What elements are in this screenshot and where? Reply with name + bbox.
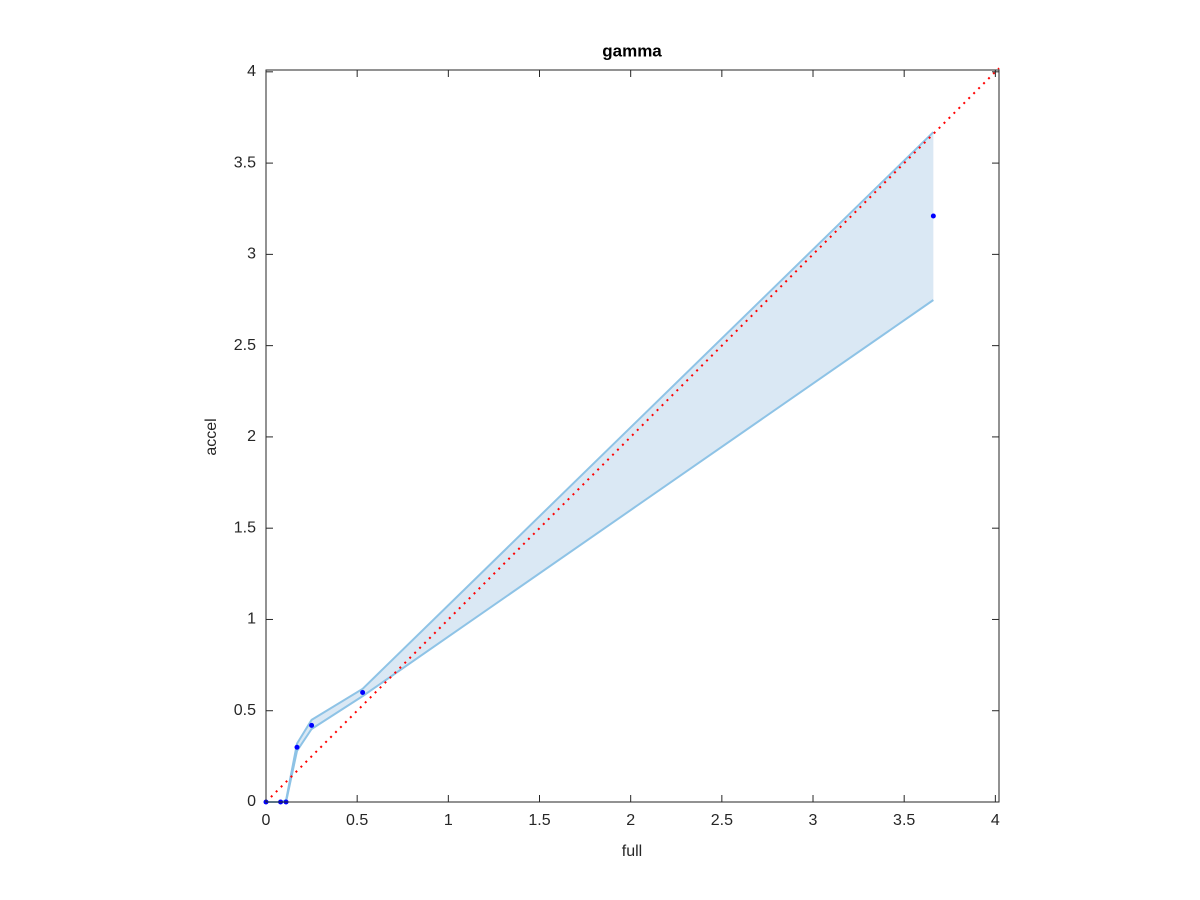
band-edge-lower	[266, 299, 934, 803]
y-axis-label: accel	[203, 418, 220, 455]
x-tick-label: 1.5	[528, 812, 550, 829]
x-tick-label: 0.5	[346, 812, 368, 829]
x-axis-label: full	[622, 843, 642, 860]
x-tick-label: 3	[809, 812, 818, 829]
y-tick-label: 3	[247, 246, 256, 263]
point	[294, 744, 300, 750]
chart-title: gamma	[602, 41, 662, 60]
x-tick-label: 0	[262, 812, 271, 829]
y-tick-label: 2	[247, 428, 256, 445]
band	[266, 132, 934, 803]
y-tick-label: 3.5	[234, 154, 256, 171]
point	[930, 213, 936, 219]
reference-line	[265, 67, 1000, 803]
x-tick-label: 1	[444, 812, 453, 829]
point	[360, 689, 366, 695]
x-tick-label: 2	[626, 812, 635, 829]
point	[309, 722, 315, 728]
y-tick-label: 4	[247, 63, 256, 80]
y-tick-label: 0.5	[234, 702, 256, 719]
y-tick-label: 0	[247, 793, 256, 810]
x-tick-label: 4	[991, 812, 1000, 829]
x-tick-label: 2.5	[711, 812, 733, 829]
plot-frame	[265, 69, 1000, 803]
x-tick-label: 3.5	[893, 812, 915, 829]
y-tick-label: 1	[247, 611, 256, 628]
y-tick-label: 1.5	[234, 519, 256, 536]
y-tick-label: 2.5	[234, 337, 256, 354]
